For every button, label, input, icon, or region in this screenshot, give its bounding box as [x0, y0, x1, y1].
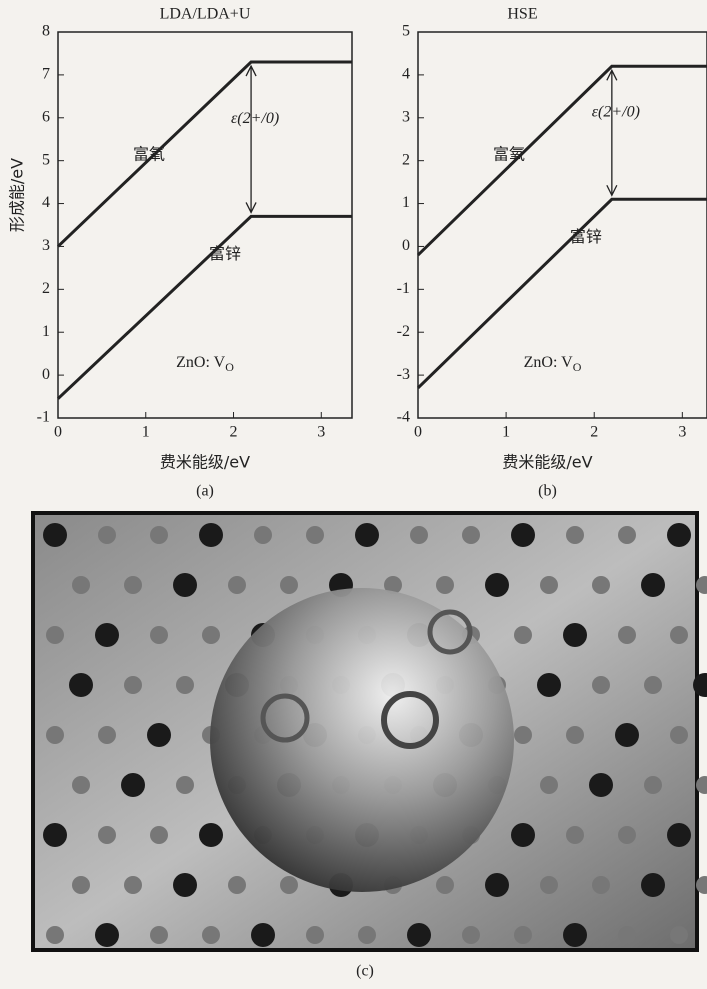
series-line	[58, 62, 352, 246]
defect-subscript: O	[225, 360, 234, 374]
x-tick-label: 0	[54, 424, 62, 441]
y-tick-label: -4	[397, 409, 410, 426]
x-axis-label: 费米能级/eV	[502, 453, 592, 472]
chart-title: LDA/LDA+U	[160, 6, 251, 23]
y-tick-label: 0	[42, 366, 50, 383]
transition-label: ε(2+/0)	[592, 103, 640, 120]
x-tick-label: 3	[317, 424, 325, 441]
transition-label: ε(2+/0)	[231, 110, 279, 127]
y-tick-label: 2	[42, 280, 50, 297]
x-axis-label: 费米能级/eV	[160, 453, 250, 472]
series-label: 富氧	[493, 145, 525, 164]
panel-label: (c)	[356, 963, 374, 980]
y-tick-label: 1	[402, 194, 410, 211]
x-tick-label: 1	[502, 424, 510, 441]
defect-label: ZnO: VO	[524, 354, 582, 374]
y-tick-label: 6	[42, 108, 50, 125]
y-tick-label: 2	[402, 151, 410, 168]
defect-text: ZnO: V	[524, 354, 573, 371]
series-label: 富锌	[570, 227, 602, 246]
x-tick-label: 1	[142, 424, 150, 441]
x-tick-label: 0	[414, 424, 422, 441]
x-tick-label: 2	[590, 424, 598, 441]
y-tick-label: 5	[42, 151, 50, 168]
y-tick-label: 0	[402, 237, 410, 254]
y-tick-label: 7	[42, 66, 50, 83]
defect-subscript: O	[573, 360, 582, 374]
y-tick-label: -3	[397, 366, 410, 383]
defect-label: ZnO: VO	[176, 354, 234, 374]
series-label: 富氧	[133, 145, 165, 164]
y-tick-label: 8	[42, 23, 50, 40]
y-tick-label: 1	[42, 323, 50, 340]
panel-c-image	[33, 513, 707, 950]
y-tick-label: 4	[402, 66, 410, 83]
y-tick-label: 4	[42, 194, 50, 211]
x-tick-label: 2	[230, 424, 238, 441]
defect-text: ZnO: V	[176, 354, 225, 371]
y-tick-label: 3	[402, 108, 410, 125]
series-label: 富锌	[209, 244, 241, 263]
series-line	[58, 216, 352, 398]
y-tick-label: -1	[397, 280, 410, 297]
panel-label: (a)	[196, 483, 214, 500]
y-tick-label: 5	[402, 23, 410, 40]
y-tick-label: -2	[397, 323, 410, 340]
chart-title: HSE	[507, 6, 537, 23]
y-tick-label: -1	[37, 409, 50, 426]
x-tick-label: 3	[678, 424, 686, 441]
panel-label: (b)	[538, 483, 557, 500]
series-line	[418, 66, 707, 255]
y-tick-label: 3	[42, 237, 50, 254]
figure: (c) LDA/LDA+U-10123456780123费米能级/eV形成能/e…	[0, 0, 707, 989]
y-axis-label: 形成能/eV	[8, 158, 27, 232]
